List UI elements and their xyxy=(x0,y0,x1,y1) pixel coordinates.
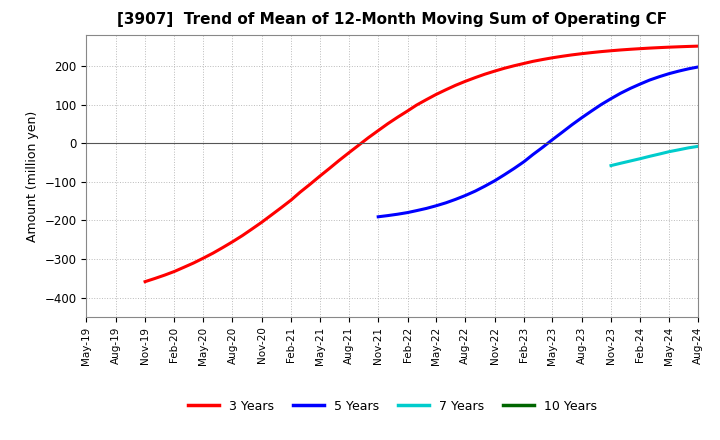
Y-axis label: Amount (million yen): Amount (million yen) xyxy=(26,110,39,242)
Title: [3907]  Trend of Mean of 12-Month Moving Sum of Operating CF: [3907] Trend of Mean of 12-Month Moving … xyxy=(117,12,667,27)
Legend: 3 Years, 5 Years, 7 Years, 10 Years: 3 Years, 5 Years, 7 Years, 10 Years xyxy=(183,395,602,418)
